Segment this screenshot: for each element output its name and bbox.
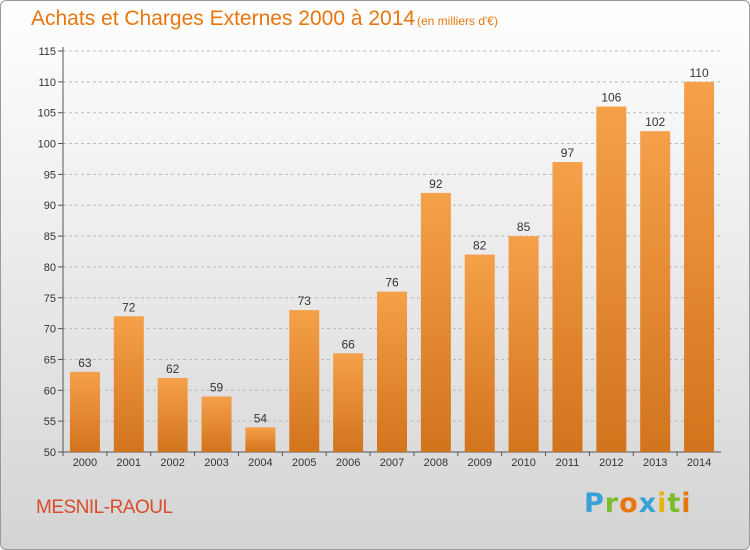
data-label: 106: [601, 91, 621, 105]
y-tick-label: 95: [44, 169, 56, 181]
bar-2004: [245, 427, 276, 452]
y-tick-label: 55: [44, 416, 56, 428]
y-tick-label: 100: [38, 139, 56, 151]
bar-2012: [596, 106, 627, 453]
bar-2013: [640, 131, 671, 452]
data-label: 59: [210, 380, 224, 394]
x-tick-label: 2012: [599, 457, 623, 469]
data-label: 85: [517, 220, 531, 234]
x-tick-label: 2014: [687, 457, 711, 469]
logo-letter: P: [584, 488, 605, 519]
x-tick-label: 2011: [556, 457, 580, 469]
logo-letter: i: [657, 488, 668, 519]
bar-2014: [684, 81, 715, 452]
bar-2005: [289, 310, 320, 452]
logo-letter: i: [681, 488, 692, 519]
data-label: 102: [645, 115, 665, 129]
bar-2010: [508, 236, 539, 452]
y-tick-label: 85: [44, 231, 56, 243]
logo-letter: x: [638, 488, 658, 519]
y-tick-label: 50: [44, 447, 56, 459]
town-name: MESNIL-RAOUL: [36, 497, 173, 518]
logo-letter: r: [604, 488, 620, 519]
data-label: 73: [298, 294, 312, 308]
data-label: 82: [473, 239, 487, 253]
bar-2006: [333, 353, 364, 452]
x-tick-label: 2005: [292, 457, 316, 469]
data-label: 110: [689, 66, 708, 80]
x-tick-label: 2009: [467, 457, 491, 469]
logo-letter: t: [667, 488, 682, 519]
y-tick-label: 110: [38, 77, 56, 89]
data-label: 62: [166, 362, 180, 376]
bar-2011: [552, 162, 583, 453]
x-tick-label: 2008: [424, 457, 448, 469]
bar-2009: [464, 254, 495, 452]
data-label: 72: [122, 300, 136, 314]
y-tick-label: 65: [44, 354, 56, 366]
y-tick-label: 90: [44, 200, 56, 212]
x-tick-label: 2004: [248, 457, 272, 469]
y-tick-label: 80: [44, 262, 56, 274]
x-tick-label: 2007: [380, 457, 404, 469]
bar-2008: [420, 192, 451, 452]
logo-letter: o: [619, 488, 639, 519]
y-tick-label: 105: [38, 108, 56, 120]
x-tick-label: 2001: [117, 457, 141, 469]
data-label: 54: [254, 411, 268, 425]
y-tick-label: 70: [44, 324, 56, 336]
x-tick-label: 2000: [73, 457, 97, 469]
y-tick-label: 115: [38, 46, 56, 58]
x-tick-label: 2002: [160, 457, 184, 469]
y-tick-label: 60: [44, 385, 56, 397]
bar-2002: [157, 377, 188, 452]
bar-2007: [377, 291, 407, 452]
bar-2003: [201, 396, 232, 452]
x-tick-label: 2006: [336, 457, 360, 469]
data-label: 63: [78, 356, 92, 370]
x-tick-label: 2010: [511, 457, 535, 469]
data-label: 66: [341, 337, 355, 351]
bar-2000: [69, 371, 100, 452]
data-label: 97: [561, 146, 575, 160]
x-tick-label: 2003: [204, 457, 228, 469]
data-label: 92: [429, 177, 443, 191]
data-label: 76: [385, 276, 399, 290]
proxiti-logo[interactable]: Proxiti: [584, 488, 692, 519]
chart-subtitle: (en milliers d'€): [417, 14, 498, 28]
y-tick-label: 75: [44, 293, 56, 305]
x-tick-label: 2013: [643, 457, 667, 469]
chart-title: Achats et Charges Externes 2000 à 2014: [31, 7, 416, 30]
bar-2001: [113, 316, 144, 452]
